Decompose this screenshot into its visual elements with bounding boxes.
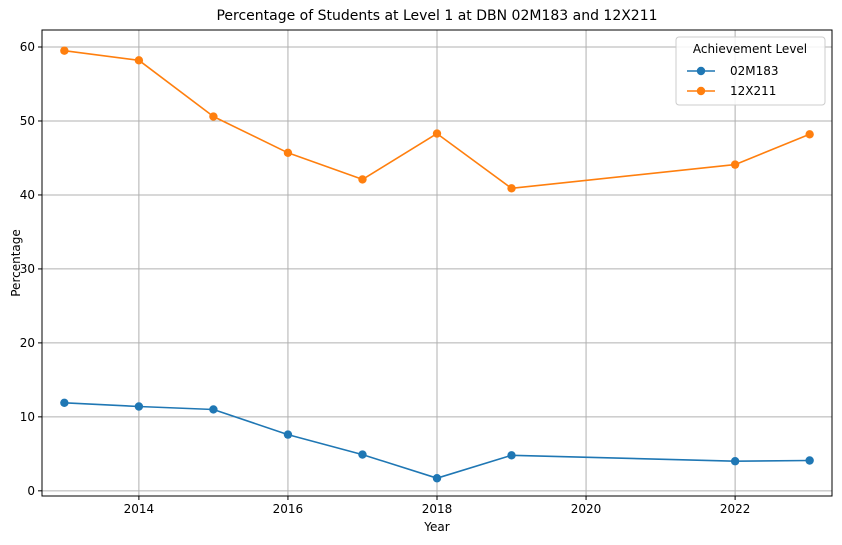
series-12X211 xyxy=(60,46,814,193)
y-axis-label: Percentage xyxy=(9,229,23,297)
data-point xyxy=(730,457,740,466)
x-tick-label: 2014 xyxy=(124,502,155,516)
y-tick-label: 10 xyxy=(20,410,35,424)
data-point xyxy=(432,474,442,483)
data-point xyxy=(805,130,814,139)
data-point xyxy=(134,402,144,411)
legend-label: 02M183 xyxy=(730,64,779,78)
legend-box xyxy=(675,36,826,106)
data-point xyxy=(507,451,516,460)
data-point xyxy=(60,46,69,55)
chart-title: Percentage of Students at Level 1 at DBN… xyxy=(216,8,657,24)
legend-items: 02M183 12X211 xyxy=(687,64,779,98)
data-point xyxy=(209,112,218,121)
series-02M183 xyxy=(60,398,814,483)
x-tick-label: 2018 xyxy=(422,502,453,516)
legend-label: 12X211 xyxy=(730,84,776,98)
x-axis-label: Year xyxy=(423,520,449,534)
data-point xyxy=(730,160,740,169)
x-tick-label: 2016 xyxy=(273,502,304,516)
legend: Achievement Level 02M183 12X211 xyxy=(675,36,826,106)
legend-marker xyxy=(696,86,706,96)
data-point xyxy=(60,398,69,407)
y-tick-label: 50 xyxy=(20,114,35,128)
data-point xyxy=(209,405,218,414)
y-tick-label: 20 xyxy=(20,336,35,350)
data-point xyxy=(283,430,293,439)
y-tick-label: 60 xyxy=(20,40,35,54)
data-point xyxy=(283,148,293,157)
legend-item: 02M183 xyxy=(687,64,779,78)
y-tick-label: 40 xyxy=(20,188,35,202)
data-point xyxy=(432,129,442,138)
grid xyxy=(42,30,832,496)
data-point xyxy=(805,456,814,465)
legend-title: Achievement Level xyxy=(693,42,807,56)
series-layer xyxy=(60,46,814,483)
y-tick-label: 0 xyxy=(27,484,35,498)
data-point xyxy=(358,175,367,184)
y-axis: 0 10 20 30 40 50 60 xyxy=(20,40,42,498)
data-point xyxy=(507,184,516,193)
x-tick-label: 2020 xyxy=(571,502,602,516)
y-tick-label: 30 xyxy=(20,262,35,276)
x-tick-label: 2022 xyxy=(720,502,751,516)
data-point xyxy=(358,450,367,459)
data-point xyxy=(134,56,144,65)
legend-marker xyxy=(696,66,706,76)
legend-item: 12X211 xyxy=(687,84,776,98)
x-axis: 2014 2016 2018 2020 2022 xyxy=(124,496,751,516)
